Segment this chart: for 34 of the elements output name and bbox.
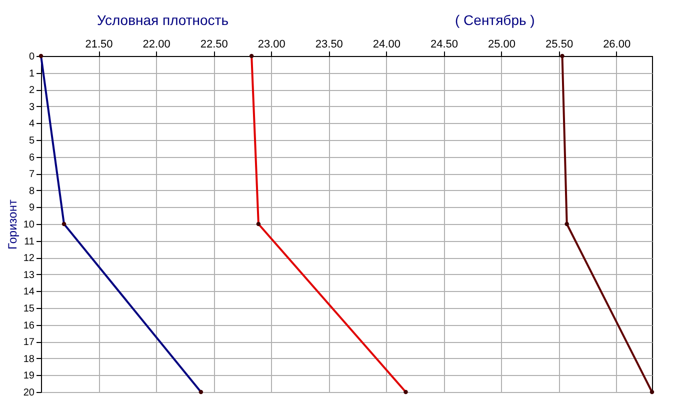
x-tick-label: 26.00: [603, 38, 631, 50]
x-tick-label: 24.50: [430, 38, 458, 50]
y-tick-label: 15: [23, 304, 35, 314]
y-tick-label: 17: [23, 337, 35, 348]
y-axis-title: Горизонт: [5, 199, 20, 250]
x-tick-label: 25.00: [488, 38, 516, 50]
y-tick-label: 20: [23, 388, 35, 398]
y-tick-label: 8: [28, 186, 35, 197]
y-tick-label: 9: [28, 202, 35, 214]
y-tick-label: 3: [28, 102, 35, 113]
y-tick-label: 18: [23, 354, 35, 365]
x-tick-label: 22.00: [142, 38, 170, 50]
x-tick-label: 23.50: [315, 38, 343, 50]
chart-title: Условная плотность: [97, 12, 229, 28]
x-tick-label: 21.50: [85, 38, 113, 50]
chart-subtitle: ( Сентябрь ): [455, 12, 535, 28]
y-tick-label: 5: [28, 136, 35, 146]
y-tick-label: 14: [23, 286, 35, 298]
x-tick-label: 25.50: [546, 38, 574, 50]
y-tick-label: 6: [28, 152, 35, 164]
y-tick-label: 16: [23, 320, 35, 332]
y-tick-label: 4: [28, 118, 35, 130]
y-tick-label: 0: [28, 52, 35, 62]
y-tick-label: 11: [24, 236, 35, 248]
x-tick-label: 22.50: [200, 38, 228, 50]
y-tick-label: 7: [28, 169, 35, 180]
x-tick-label: 24.00: [372, 38, 400, 50]
y-tick-label: 13: [23, 270, 35, 281]
y-tick-label: 12: [23, 253, 35, 264]
y-tick-label: 2: [28, 85, 35, 96]
y-tick-label: 10: [23, 220, 35, 230]
y-tick-label: 1: [28, 68, 35, 80]
x-tick-label: 23.00: [258, 38, 286, 50]
y-tick-label: 19: [23, 370, 35, 382]
